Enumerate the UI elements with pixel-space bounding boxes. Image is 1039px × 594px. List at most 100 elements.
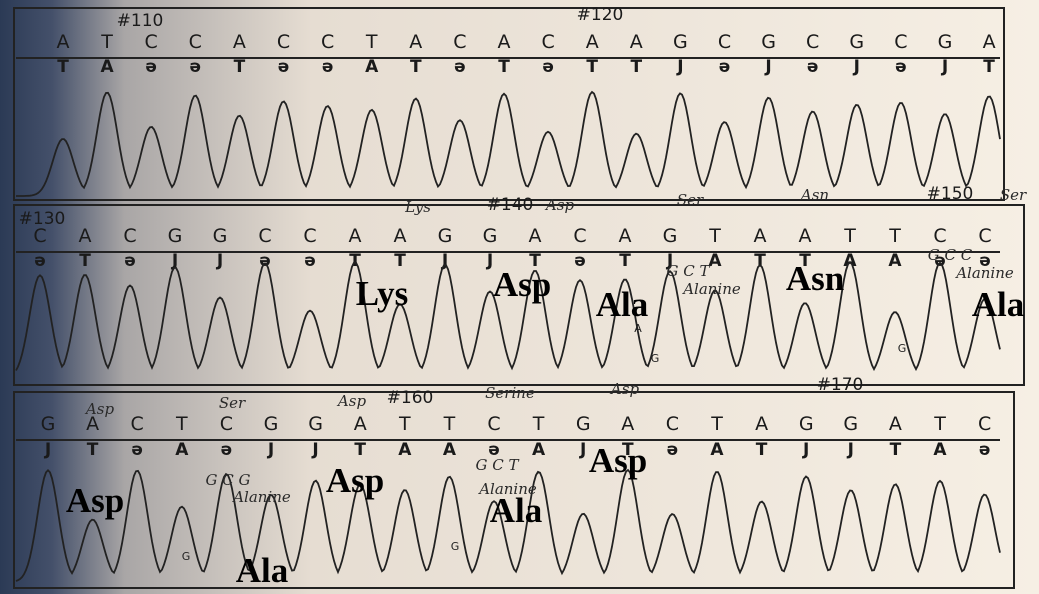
base-call-mirror: ə xyxy=(979,251,991,271)
base-call: G xyxy=(264,413,279,435)
position-marker: #170 xyxy=(817,375,864,395)
panel-frame xyxy=(13,204,1025,386)
base-call-mirror: ə xyxy=(278,57,290,77)
base-call: T xyxy=(843,225,856,247)
handwritten-note: Alanine xyxy=(231,488,291,506)
base-call: A xyxy=(409,31,422,53)
base-call: G xyxy=(799,413,814,435)
base-call-mirror: ə xyxy=(542,57,554,77)
amino-acid-label: Lys xyxy=(356,274,409,313)
base-call: C xyxy=(145,31,158,53)
base-call-mirror: A xyxy=(398,440,412,460)
position-marker: #110 xyxy=(117,11,164,31)
base-call-mirror: T xyxy=(799,251,811,271)
position-marker: #120 xyxy=(577,5,624,25)
peak-note: A xyxy=(634,322,642,335)
base-call: C xyxy=(573,225,586,247)
trace xyxy=(16,90,1001,197)
base-call-mirror: T xyxy=(983,57,995,77)
base-call: A xyxy=(799,225,812,247)
base-call: C xyxy=(258,225,271,247)
base-call-mirror: A xyxy=(532,440,546,460)
amino-acid-label: Asp xyxy=(493,265,551,304)
base-call-mirror: ə xyxy=(454,57,466,77)
base-call: G xyxy=(213,225,228,247)
trace xyxy=(15,468,1001,582)
base-call-mirror: ə xyxy=(190,57,202,77)
base-call-mirror: A xyxy=(365,57,379,77)
handwritten-note: Ser xyxy=(677,191,704,209)
handwritten-note: G C T xyxy=(666,262,710,280)
base-call: G xyxy=(576,413,591,435)
base-call-mirror: J xyxy=(676,57,683,77)
handwritten-note: G C T xyxy=(475,456,519,474)
base-call: A xyxy=(57,31,70,53)
base-call: A xyxy=(755,413,768,435)
base-call: A xyxy=(394,225,407,247)
trace xyxy=(15,260,1001,372)
base-call: A xyxy=(86,413,99,435)
amino-acid-label: Ala xyxy=(596,285,649,324)
position-marker: #160 xyxy=(387,388,434,408)
base-call-mirror: ə xyxy=(124,251,136,271)
base-call: T xyxy=(365,31,378,53)
base-call: G xyxy=(168,225,183,247)
base-call: C xyxy=(321,31,334,53)
base-call-mirror: A xyxy=(708,251,722,271)
base-call-mirror: T xyxy=(630,57,642,77)
base-call: C xyxy=(806,31,819,53)
base-call: G xyxy=(843,413,858,435)
base-call-mirror: ə xyxy=(807,57,819,77)
base-call-mirror: T xyxy=(586,57,598,77)
amino-acid-label: Ala xyxy=(236,551,289,590)
amino-acid-label: Ala xyxy=(972,285,1025,324)
handwritten-note: Alanine xyxy=(477,480,537,498)
base-call: C xyxy=(33,225,46,247)
base-call-mirror: T xyxy=(410,57,422,77)
base-call: C xyxy=(666,413,679,435)
base-call-mirror: T xyxy=(57,57,69,77)
handwritten-note: Asp xyxy=(609,380,640,398)
base-call: T xyxy=(398,413,411,435)
position-marker: #130 xyxy=(19,209,66,229)
base-call: G xyxy=(308,413,323,435)
base-call-mirror: T xyxy=(234,57,246,77)
base-call-mirror: J xyxy=(666,251,673,271)
base-call-mirror: ə xyxy=(221,440,233,460)
base-call-mirror: ə xyxy=(574,251,586,271)
base-call-mirror: J xyxy=(216,251,223,271)
base-call-mirror: ə xyxy=(131,440,143,460)
handwritten-note: Asp xyxy=(336,392,367,410)
base-call-mirror: ə xyxy=(322,57,334,77)
base-call-mirror: A xyxy=(175,440,189,460)
base-call: A xyxy=(354,413,367,435)
panel-frame xyxy=(13,391,1015,589)
base-call-mirror: ə xyxy=(934,251,946,271)
base-call: A xyxy=(754,225,767,247)
base-call-mirror: J xyxy=(441,251,448,271)
base-call: G xyxy=(663,225,678,247)
position-marker: #150 xyxy=(927,184,974,204)
base-call: G xyxy=(483,225,498,247)
base-call: A xyxy=(983,31,996,53)
peak-note: G xyxy=(182,550,191,563)
base-call-mirror: ə xyxy=(667,440,679,460)
peak-note: G xyxy=(651,352,660,365)
base-call: G xyxy=(761,31,776,53)
base-call: T xyxy=(532,413,545,435)
base-call-mirror: J xyxy=(853,57,860,77)
base-call: A xyxy=(621,413,634,435)
base-call: A xyxy=(889,413,902,435)
handwritten-note: Lys xyxy=(404,198,431,216)
base-call: G xyxy=(673,31,688,53)
peak-note: G xyxy=(898,342,907,355)
panel-frame xyxy=(13,7,1005,201)
base-call: G xyxy=(438,225,453,247)
base-call: T xyxy=(710,413,723,435)
base-call: T xyxy=(175,413,188,435)
base-call-mirror: J xyxy=(44,440,51,460)
position-marker: #140 xyxy=(487,195,534,215)
base-call: A xyxy=(619,225,632,247)
